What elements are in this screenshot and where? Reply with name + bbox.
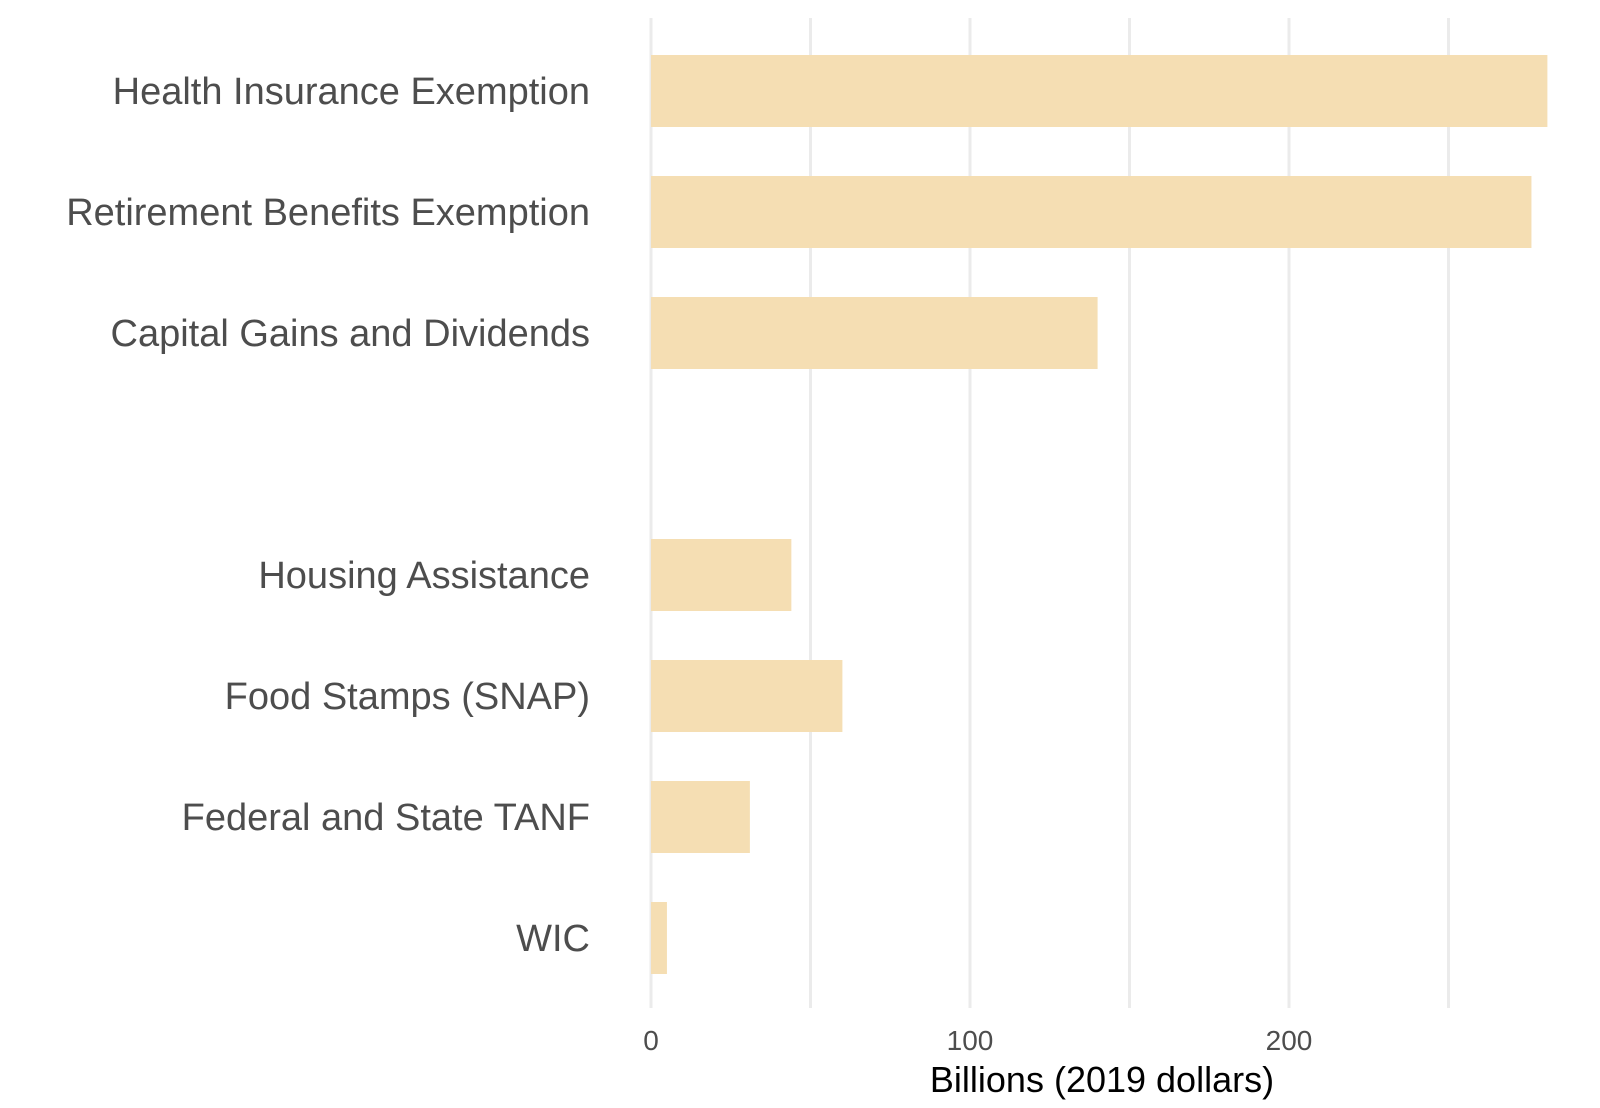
x-axis-title: Billions (2019 dollars) xyxy=(930,1059,1274,1100)
x-tick-label: 100 xyxy=(947,1025,994,1056)
bars xyxy=(651,55,1548,974)
category-label: Health Insurance Exemption xyxy=(113,71,590,113)
bar-7 xyxy=(651,902,667,974)
category-label: Housing Assistance xyxy=(258,555,590,597)
bar-5 xyxy=(651,660,843,732)
bar-0 xyxy=(651,55,1548,127)
bar-4 xyxy=(651,539,792,611)
x-tick-labels: 0 100 200 xyxy=(643,1025,1312,1056)
x-tick-label: 200 xyxy=(1266,1025,1313,1056)
bar-1 xyxy=(651,176,1532,248)
x-tick-label: 0 xyxy=(643,1025,659,1056)
bar-6 xyxy=(651,781,750,853)
category-label: WIC xyxy=(516,918,590,960)
gridlines xyxy=(649,18,1450,1008)
category-label: Retirement Benefits Exemption xyxy=(66,192,590,234)
bar-2 xyxy=(651,297,1098,369)
category-label: Federal and State TANF xyxy=(182,797,590,839)
category-label: Capital Gains and Dividends xyxy=(111,313,591,355)
category-label: Food Stamps (SNAP) xyxy=(225,676,590,718)
category-labels: Health Insurance Exemption Retirement Ben… xyxy=(66,71,590,960)
